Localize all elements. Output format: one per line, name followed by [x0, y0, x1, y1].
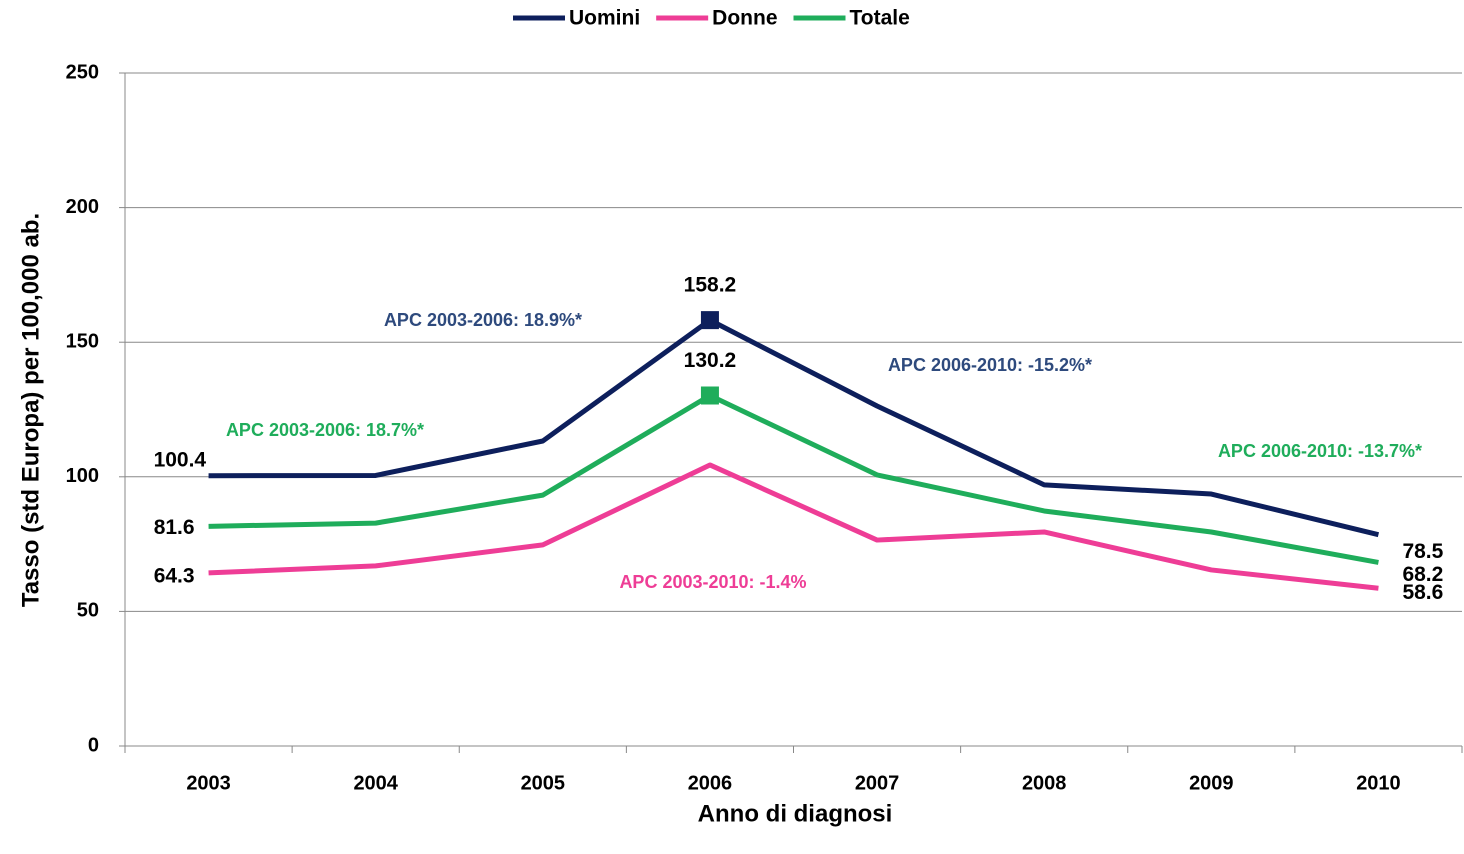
- y-tick-label: 250: [66, 61, 99, 83]
- annotation: APC 2006-2010: -15.2%*: [888, 355, 1092, 375]
- x-tick-label: 2005: [521, 772, 566, 794]
- data-label: 78.5: [1402, 540, 1443, 563]
- line-series: [208, 393, 1379, 565]
- x-axis-title: Anno di diagnosi: [698, 800, 893, 827]
- data-label: 100.4: [154, 448, 207, 471]
- line-series: [208, 317, 1380, 538]
- x-tick-label: 2007: [855, 772, 900, 794]
- annotation: APC 2003-2006: 18.7%*: [226, 420, 424, 440]
- line-series: [208, 462, 1379, 591]
- legend-label: Totale: [850, 7, 910, 30]
- data-label: 58.6: [1402, 581, 1443, 604]
- x-tick-label: 2009: [1189, 772, 1234, 794]
- data-label: 130.2: [684, 349, 737, 372]
- annotation: APC 2003-2006: 18.9%*: [384, 310, 582, 330]
- x-tick-label: 2004: [353, 772, 398, 794]
- data-label: 158.2: [684, 274, 737, 297]
- annotation: APC 2006-2010: -13.7%*: [1218, 441, 1422, 461]
- data-label: 68.2: [1402, 563, 1443, 586]
- data-label: 81.6: [154, 516, 195, 539]
- y-tick-label: 100: [66, 465, 99, 487]
- y-tick-label: 50: [77, 600, 99, 622]
- y-tick-label: 0: [88, 734, 99, 756]
- x-tick-label: 2003: [186, 772, 231, 794]
- y-axis-title: Tasso (std Europa) per 100,000 ab.: [17, 213, 44, 607]
- marker: [700, 311, 719, 330]
- y-tick-label: 150: [66, 330, 99, 352]
- x-tick-label: 2008: [1022, 772, 1067, 794]
- x-tick-label: 2006: [688, 772, 733, 794]
- y-tick-label: 200: [66, 196, 99, 218]
- marker: [700, 386, 719, 405]
- annotation: APC 2003-2010: -1.4%: [619, 572, 806, 592]
- legend-label: Uomini: [569, 7, 640, 30]
- data-label: 64.3: [154, 564, 195, 587]
- x-tick-label: 2010: [1356, 772, 1401, 794]
- legend-label: Donne: [712, 7, 777, 30]
